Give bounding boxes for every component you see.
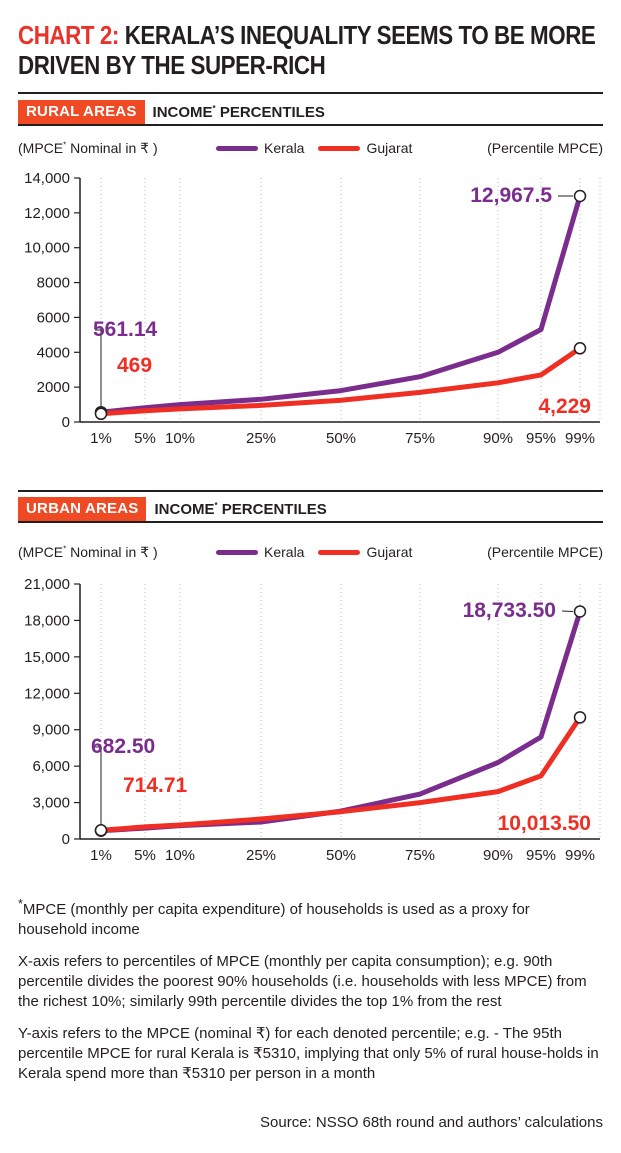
y-tick-label: 3,000: [32, 795, 70, 812]
legend-gujarat: Gujarat: [318, 140, 412, 156]
legend-kerala-label: Kerala: [264, 140, 305, 156]
rural-section-tag: RURAL AREAS: [18, 100, 145, 124]
y-tick-label: 6,000: [32, 758, 70, 775]
urban-line-chart: 0 3,000 6,000 9,000 12,000 15,000 18,000 21,000…: [24, 576, 601, 864]
x-tick-label: 99%: [565, 430, 595, 447]
rural-legend: Kerala Gujarat: [216, 140, 426, 156]
x-tick-label: 90%: [483, 430, 513, 447]
x-tick-label: 50%: [326, 847, 356, 864]
x-tick-label: 1%: [90, 430, 112, 447]
x-tick-label: 25%: [246, 430, 276, 447]
x-tick-label: 5%: [134, 430, 156, 447]
rural-bottom-rule: [18, 124, 603, 126]
y-tick-label: 0: [62, 414, 70, 431]
x-tick-label: 5%: [134, 847, 156, 864]
rural-unit-label: (MPCE* Nominal in ₹ ): [18, 140, 158, 156]
data-label-kerala: 682.50: [91, 735, 155, 758]
x-tick-label: 75%: [405, 430, 435, 447]
rural-percentile-label: (Percentile MPCE): [487, 140, 603, 156]
y-tick-label: 6000: [37, 309, 70, 326]
note-x-axis: X-axis refers to percentiles of MPCE (mo…: [18, 953, 587, 1010]
x-tick-label: 1%: [90, 847, 112, 864]
urban-section-header: URBAN AREAS INCOME* PERCENTILES: [18, 497, 327, 521]
series-line-kerala: [98, 193, 583, 415]
data-label-gujarat: 10,013.50: [498, 812, 591, 835]
annotation-leader: [93, 746, 102, 825]
x-tick-label: 10%: [165, 847, 195, 864]
chart-title: CHART 2: KERALA’S INEQUALITY SEEMS TO BE…: [18, 20, 611, 80]
y-tick-label: 8000: [37, 275, 70, 292]
x-tick-label: 95%: [526, 847, 556, 864]
annotation-leader: [561, 610, 574, 613]
endpoint-marker-gujarat: [94, 824, 108, 837]
chart-title-text: KERALA’S INEQUALITY SEEMS TO BE MORE DRI…: [18, 20, 596, 80]
urban-legend: Kerala Gujarat: [216, 544, 426, 560]
data-label-gujarat: 4,229: [538, 395, 591, 418]
y-tick-label: 18,000: [24, 612, 70, 629]
rural-top-rule: [18, 92, 603, 94]
x-tick-label: 99%: [565, 847, 595, 864]
note-mpce: *MPCE (monthly per capita expenditure) o…: [18, 897, 530, 938]
x-tick-label: 75%: [405, 847, 435, 864]
urban-bottom-rule: [18, 521, 603, 523]
x-tick-label: 90%: [483, 847, 513, 864]
y-tick-label: 12,000: [24, 685, 70, 702]
endpoint-marker-gujarat: [573, 711, 587, 724]
y-tick-label: 4000: [37, 344, 70, 361]
x-tick-label: 25%: [246, 847, 276, 864]
endpoint-marker-kerala: [573, 605, 587, 618]
gujarat-swatch: [318, 145, 361, 151]
y-tick-label: 14,000: [24, 170, 70, 187]
rural-section-header: RURAL AREAS INCOME* PERCENTILES: [18, 100, 325, 124]
notes: *MPCE (monthly per capita expenditure) o…: [18, 894, 603, 1096]
legend-gujarat-label: Gujarat: [366, 140, 413, 156]
y-tick-label: 10,000: [24, 240, 70, 257]
data-label-gujarat: 469: [117, 354, 152, 377]
kerala-swatch: [216, 145, 258, 151]
legend-kerala: Kerala: [216, 140, 304, 156]
urban-top-rule: [18, 490, 603, 492]
y-tick-label: 12,000: [24, 205, 70, 222]
annotation-leader: [95, 329, 102, 407]
data-label-kerala: 12,967.5: [470, 184, 552, 207]
y-tick-label: 0: [62, 831, 70, 848]
rural-section-label: INCOME* PERCENTILES: [152, 103, 325, 121]
y-tick-label: 21,000: [24, 576, 70, 593]
y-tick-label: 2000: [37, 379, 70, 396]
data-label-gujarat: 714.71: [123, 774, 188, 797]
legend-kerala: Kerala: [216, 544, 304, 560]
y-tick-label: 15,000: [24, 649, 70, 666]
data-label-kerala: 18,733.50: [463, 599, 556, 622]
series-line-gujarat: [98, 345, 583, 417]
x-tick-label: 50%: [326, 430, 356, 447]
note-y-axis: Y-axis refers to the MPCE (nominal ₹) fo…: [18, 1025, 599, 1082]
legend-gujarat-label: Gujarat: [366, 544, 413, 560]
urban-percentile-label: (Percentile MPCE): [487, 544, 603, 560]
urban-section-tag: URBAN AREAS: [18, 497, 147, 521]
urban-unit-label: (MPCE* Nominal in ₹ ): [18, 544, 158, 560]
rural-line-chart: 0 2000 4000 6000 8000 10,000 12,000 14,000 1% 5% 1…: [24, 170, 601, 447]
source-note: Source: NSSO 68th round and authors’ cal…: [260, 1114, 603, 1131]
y-tick-label: 9,000: [32, 722, 70, 739]
x-tick-label: 95%: [526, 430, 556, 447]
legend-kerala-label: Kerala: [264, 544, 305, 560]
endpoint-marker-gujarat: [94, 407, 108, 421]
endpoint-marker-kerala: [573, 189, 587, 203]
urban-section-label: INCOME* PERCENTILES: [154, 500, 327, 518]
legend-gujarat: Gujarat: [318, 544, 412, 560]
series-line-gujarat: [98, 714, 583, 833]
gujarat-swatch: [318, 549, 361, 555]
kerala-swatch: [216, 549, 258, 555]
chart-title-lead: CHART 2:: [18, 20, 119, 50]
endpoint-marker-gujarat: [573, 342, 587, 355]
x-tick-label: 10%: [165, 430, 195, 447]
data-label-kerala: 561.14: [93, 318, 158, 341]
